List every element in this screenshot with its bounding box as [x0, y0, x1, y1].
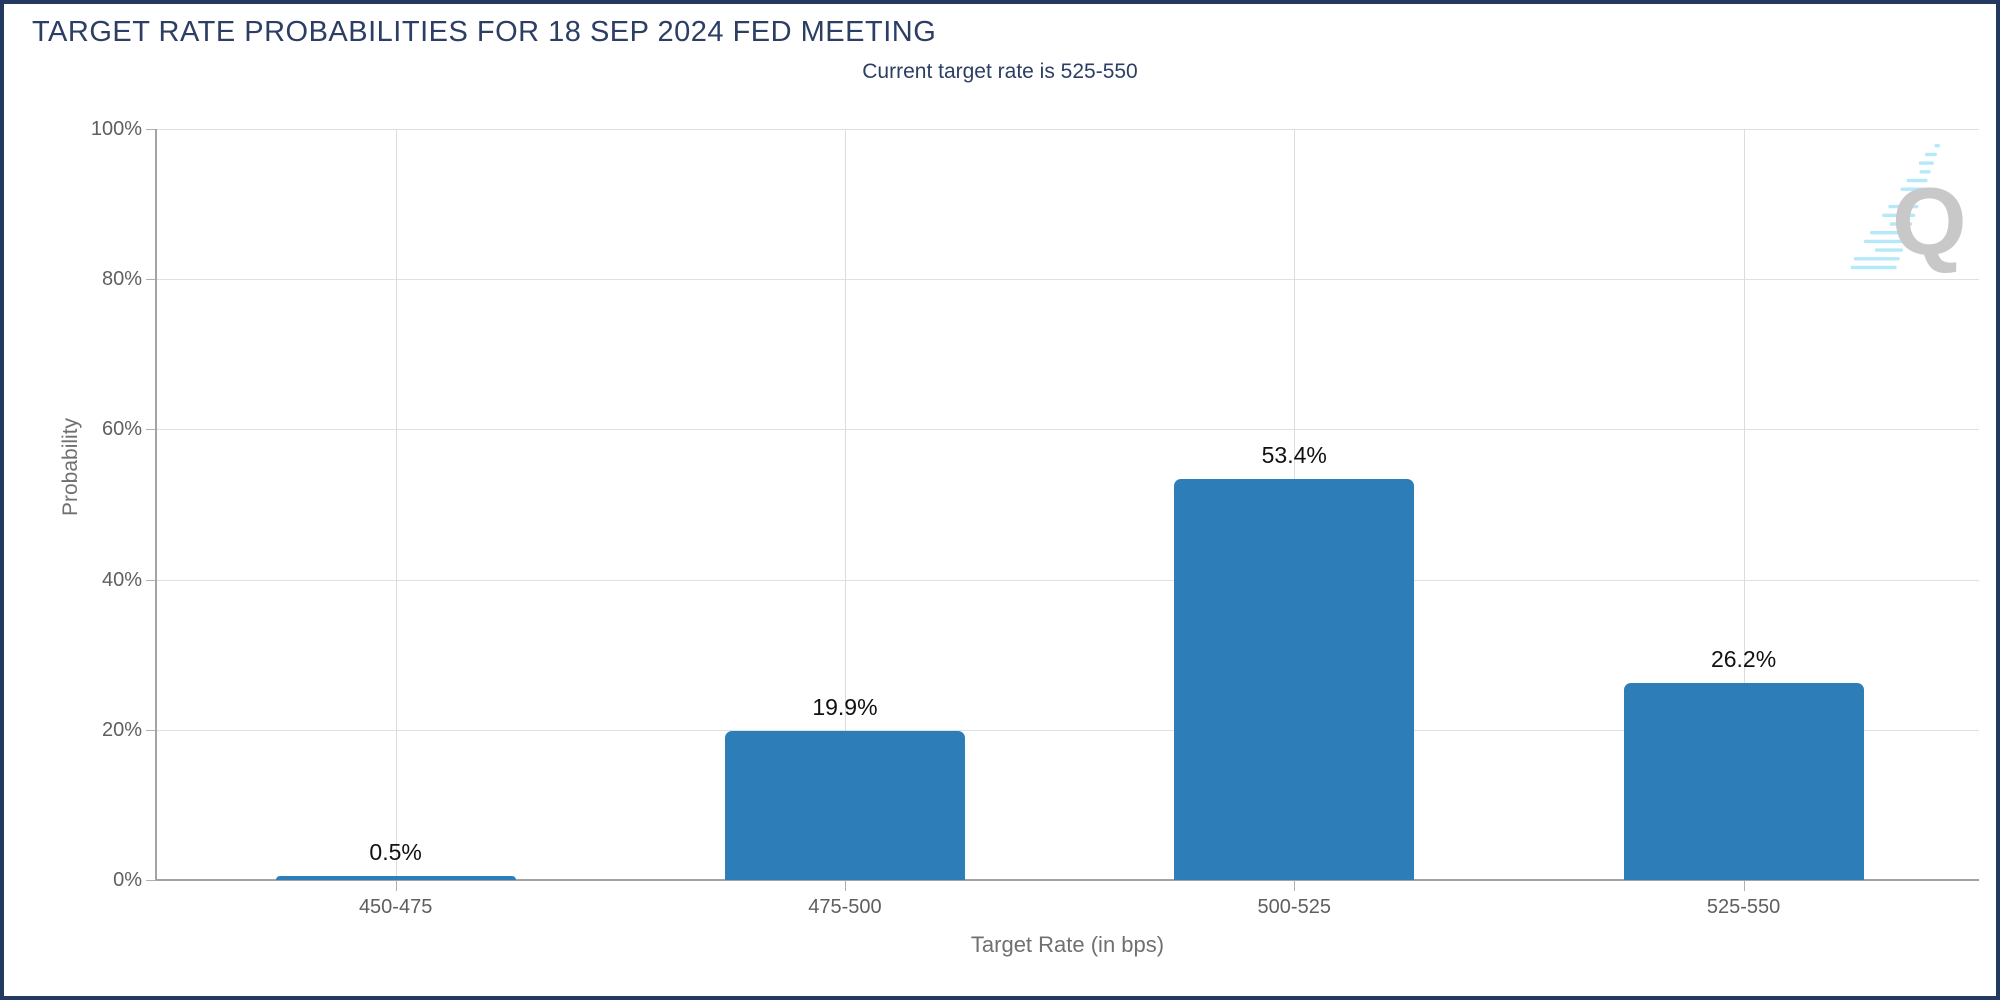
- y-tick: [146, 579, 156, 581]
- x-tick-label: 500-525: [1257, 896, 1331, 918]
- watermark-dash: [1919, 170, 1931, 174]
- bar: [275, 876, 516, 880]
- chart-subtitle: Current target rate is 525-550: [862, 60, 1138, 83]
- y-tick-label: 100%: [90, 118, 142, 140]
- y-tick-label: 80%: [101, 268, 142, 291]
- watermark-dash: [1853, 257, 1900, 261]
- gridline-horizontal: [156, 429, 1979, 431]
- watermark-dash: [1874, 248, 1903, 252]
- x-tick-label: 525-550: [1706, 896, 1781, 918]
- bar-value-label: 19.9%: [812, 693, 878, 720]
- watermark-q-letter: Q: [1892, 168, 1967, 275]
- x-tick: [1294, 880, 1296, 891]
- gridline-vertical: [1743, 129, 1745, 880]
- chart-title: TARGET RATE PROBABILITIES FOR 18 SEP 202…: [32, 16, 937, 48]
- y-tick: [146, 429, 156, 431]
- watermark-dash: [1934, 144, 1940, 148]
- x-axis-title: Target Rate (in bps): [970, 932, 1165, 957]
- q-logo-watermark: Q: [1850, 144, 1967, 275]
- watermark-dash: [1850, 265, 1897, 270]
- gridline-horizontal: [156, 579, 1979, 581]
- y-tick-label: 60%: [101, 418, 142, 441]
- gridline-vertical: [395, 129, 397, 880]
- watermark-dash: [1888, 204, 1919, 209]
- watermark-dash: [1904, 196, 1922, 200]
- watermark-dash: [1882, 213, 1916, 217]
- y-tick: [146, 279, 156, 281]
- y-tick-label: 0%: [113, 869, 142, 891]
- bar-value-label: 0.5%: [369, 839, 422, 865]
- x-tick: [1743, 880, 1745, 891]
- watermark-dash: [1906, 178, 1928, 183]
- gridline-vertical: [844, 129, 846, 880]
- watermark-speed-dashes: [1850, 144, 1940, 270]
- bar: [1174, 478, 1415, 880]
- x-tick: [395, 880, 397, 891]
- y-tick: [146, 129, 156, 130]
- watermark-dash: [1889, 222, 1913, 226]
- watermark-dash: [1918, 161, 1934, 165]
- bar-value-label: 26.2%: [1710, 646, 1777, 673]
- bar-value-label: 53.4%: [1261, 441, 1327, 468]
- bar: [1623, 683, 1864, 880]
- watermark-dash: [1924, 152, 1937, 157]
- gridline-horizontal: [156, 129, 1979, 130]
- bar: [724, 730, 965, 880]
- gridline-horizontal: [156, 279, 1979, 281]
- y-axis-line: [155, 129, 157, 880]
- x-tick-label: 450-475: [358, 896, 433, 918]
- x-tick: [844, 880, 846, 891]
- gridline-horizontal: [156, 729, 1979, 731]
- watermark-dash: [1900, 187, 1925, 191]
- y-tick-label: 40%: [101, 568, 142, 591]
- x-tick-label: 475-500: [808, 896, 882, 918]
- watermark-dash: [1863, 239, 1906, 244]
- x-axis-line: [156, 879, 1979, 881]
- watermark-dash: [1870, 231, 1909, 235]
- y-tick: [146, 880, 156, 881]
- y-tick-label: 20%: [101, 718, 142, 741]
- y-tick: [146, 729, 156, 731]
- plot-area: 450-475 475-500 500-525 525-550 0% 20% 40% 60% 8…: [4, 4, 1996, 996]
